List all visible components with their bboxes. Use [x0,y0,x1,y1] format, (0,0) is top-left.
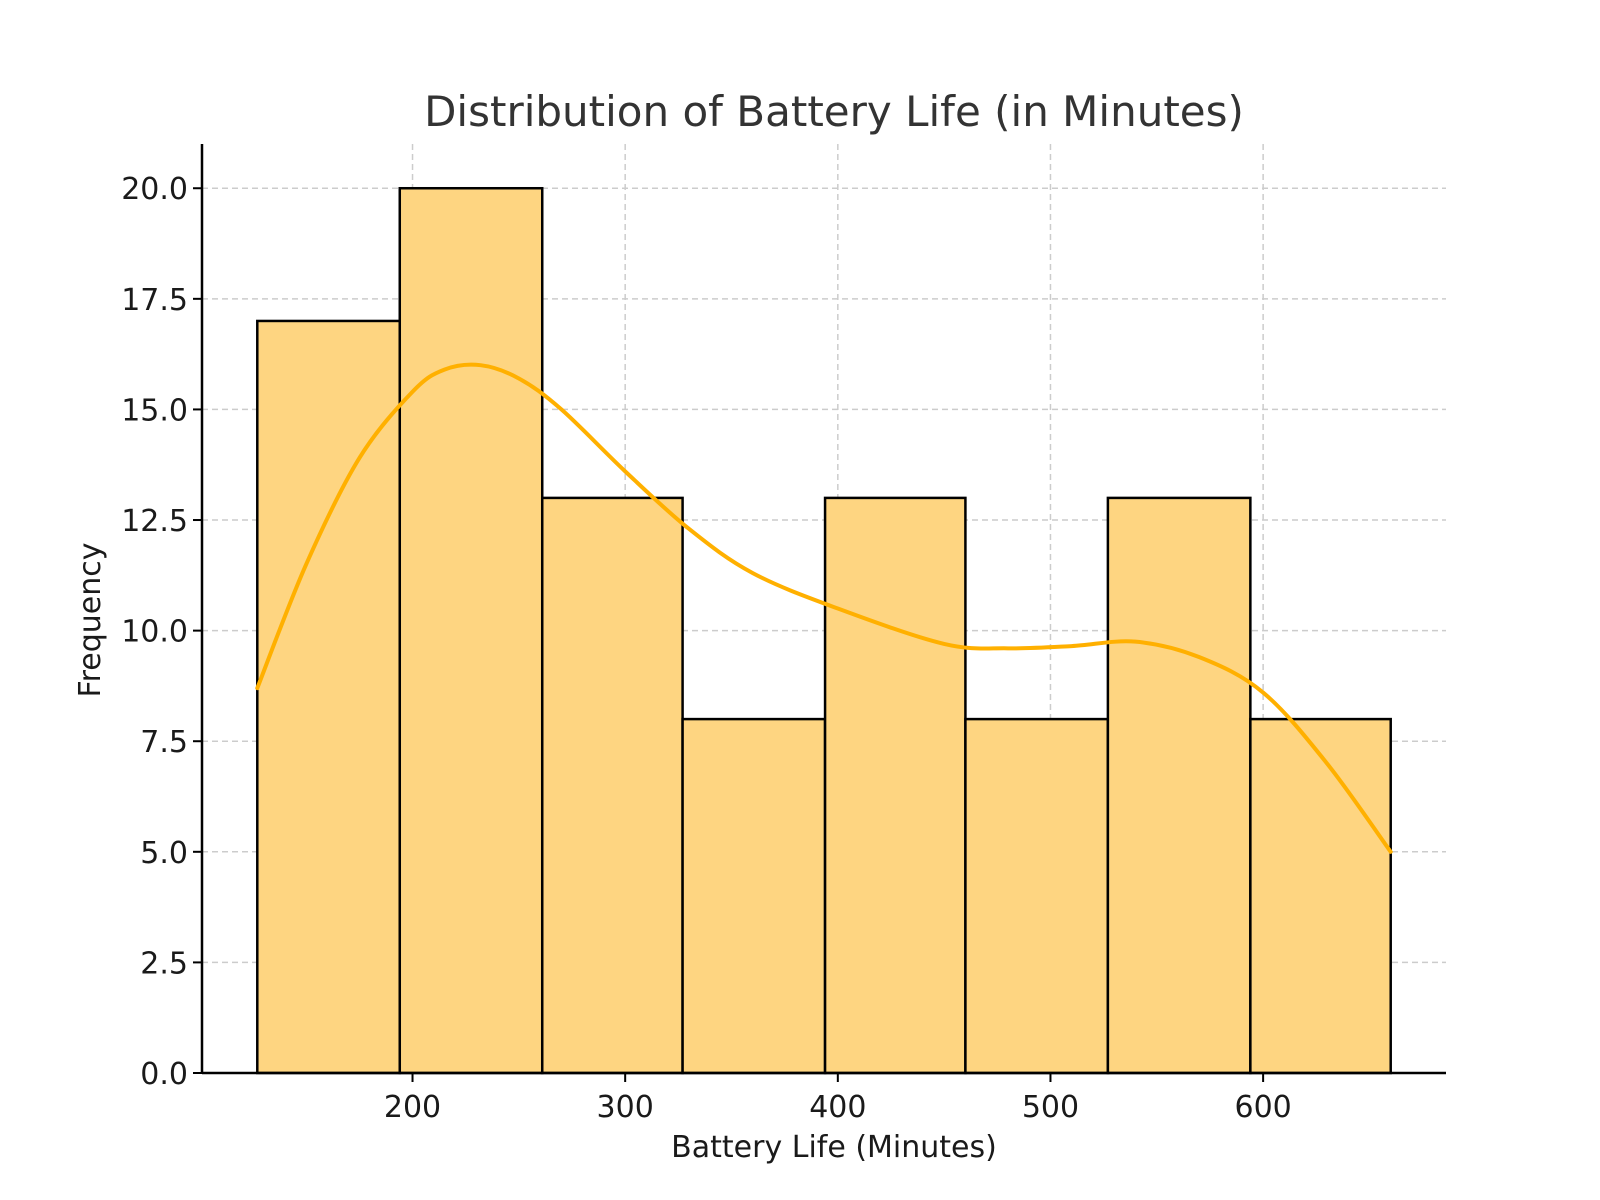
histogram-bar-7 [1249,717,1392,1075]
histogram-bar-3 [681,717,827,1075]
histogram-bar-5 [964,717,1110,1075]
kde-curve [255,362,1393,854]
x-tick-label-4: 600 [1234,1090,1291,1125]
x-axis-label: Battery Life (Minutes) [671,1130,997,1165]
histogram-bar-6 [1106,496,1252,1075]
y-tick-label-6: 15.0 [121,393,188,428]
histogram-bar-1 [398,186,544,1075]
y-axis-label: Frequency [73,543,108,698]
ticks-layer: 0.0 2.5 5.0 7.5 10.0 12.5 15.0 17.5 20.0 200 300 40… [121,172,1292,1125]
histogram-bar-2 [540,496,684,1075]
y-tick-label-1: 2.5 [140,946,188,981]
histogram-bar-4 [823,496,967,1075]
y-tick-label-2: 5.0 [140,836,188,871]
x-tick-label-0: 200 [384,1090,441,1125]
x-tick-label-2: 400 [809,1090,866,1125]
y-tick-label-8: 20.0 [121,172,188,207]
y-tick-label-0: 0.0 [140,1057,188,1092]
y-tick-label-5: 12.5 [121,504,188,539]
histogram-bar-0 [256,319,402,1075]
y-tick-label-7: 17.5 [121,283,188,318]
x-tick-label-1: 300 [597,1090,654,1125]
chart-title: Distribution of Battery Life (in Minutes… [424,87,1244,136]
kde-layer [255,362,1393,854]
y-tick-label-3: 7.5 [140,725,188,760]
x-tick-label-3: 500 [1022,1090,1079,1125]
bars-layer [256,186,1392,1075]
y-tick-label-4: 10.0 [121,615,188,650]
